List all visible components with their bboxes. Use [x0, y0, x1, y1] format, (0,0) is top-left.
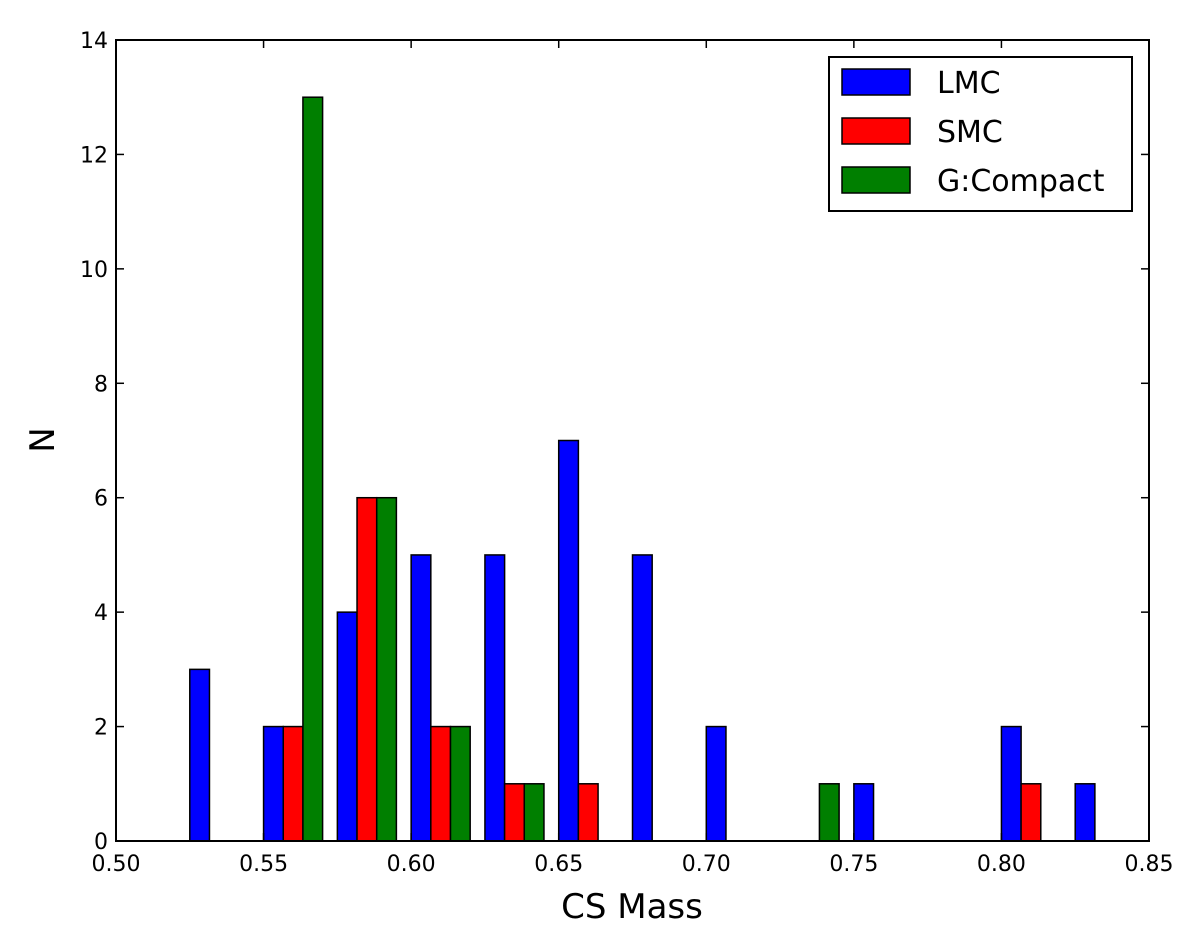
bar-lmc-bin-6 [631, 554, 653, 842]
y-tick-label: 12 [80, 143, 108, 168]
y-tick-label: 10 [80, 258, 108, 283]
x-tick-label: 0.55 [239, 852, 288, 877]
x-tick-label: 0.65 [534, 852, 583, 877]
bar-g-compact-bin-1 [302, 96, 324, 842]
bar-lmc-bin-12 [1074, 783, 1096, 842]
bar-g-compact-bin-4 [523, 783, 545, 842]
legend-swatch-smc [841, 117, 911, 145]
bar-lmc-bin-1 [262, 725, 285, 842]
x-tick-label: 0.50 [92, 852, 141, 877]
legend-swatch-lmc [841, 68, 911, 96]
y-tick-label: 8 [94, 372, 108, 397]
x-tick-label: 0.60 [387, 852, 436, 877]
bar-lmc-bin-2 [336, 611, 358, 842]
bar-g-compact-bin-8 [818, 783, 840, 842]
y-tick-label: 14 [80, 29, 108, 54]
bar-lmc-bin-5 [557, 439, 580, 842]
bar-lmc-bin-0 [189, 668, 211, 842]
bar-lmc-bin-9 [853, 783, 875, 842]
bars-layer [189, 96, 1096, 842]
bar-g-compact-bin-2 [375, 496, 398, 842]
legend-label: LMC [937, 66, 1001, 101]
bar-smc-bin-2 [356, 496, 378, 842]
y-axis-label: N [23, 427, 63, 452]
legend: LMC SMC G:Compact [828, 56, 1133, 212]
bar-lmc-bin-7 [705, 725, 727, 842]
bar-g-compact-bin-3 [449, 725, 471, 842]
x-tick-label: 0.80 [977, 852, 1026, 877]
x-axis-label: CS Mass [561, 887, 703, 927]
y-tick-label: 0 [94, 830, 108, 855]
bar-lmc-bin-4 [484, 554, 506, 842]
bar-smc-bin-1 [282, 725, 304, 842]
y-tick-label: 4 [94, 601, 108, 626]
legend-label: G:Compact [937, 164, 1105, 199]
bar-lmc-bin-3 [410, 554, 432, 842]
legend-label: SMC [937, 115, 1003, 150]
y-tick-label: 2 [94, 716, 108, 741]
plot-frame [115, 39, 1150, 842]
bar-lmc-bin-11 [1000, 725, 1022, 842]
bar-smc-bin-3 [430, 725, 452, 842]
bar-smc-bin-11 [1020, 783, 1042, 842]
y-tick-label: 6 [94, 487, 108, 512]
legend-swatch-g-compact [841, 166, 911, 194]
bar-smc-bin-5 [577, 783, 599, 842]
ticks-layer: 0.50 0.55 0.60 0.65 0.70 0.75 0.80 0.85 0 2 4 6 8 10 1… [80, 29, 1173, 877]
x-tick-label: 0.85 [1125, 852, 1174, 877]
x-tick-label: 0.75 [829, 852, 878, 877]
bar-smc-bin-4 [503, 783, 526, 842]
x-tick-label: 0.70 [682, 852, 731, 877]
